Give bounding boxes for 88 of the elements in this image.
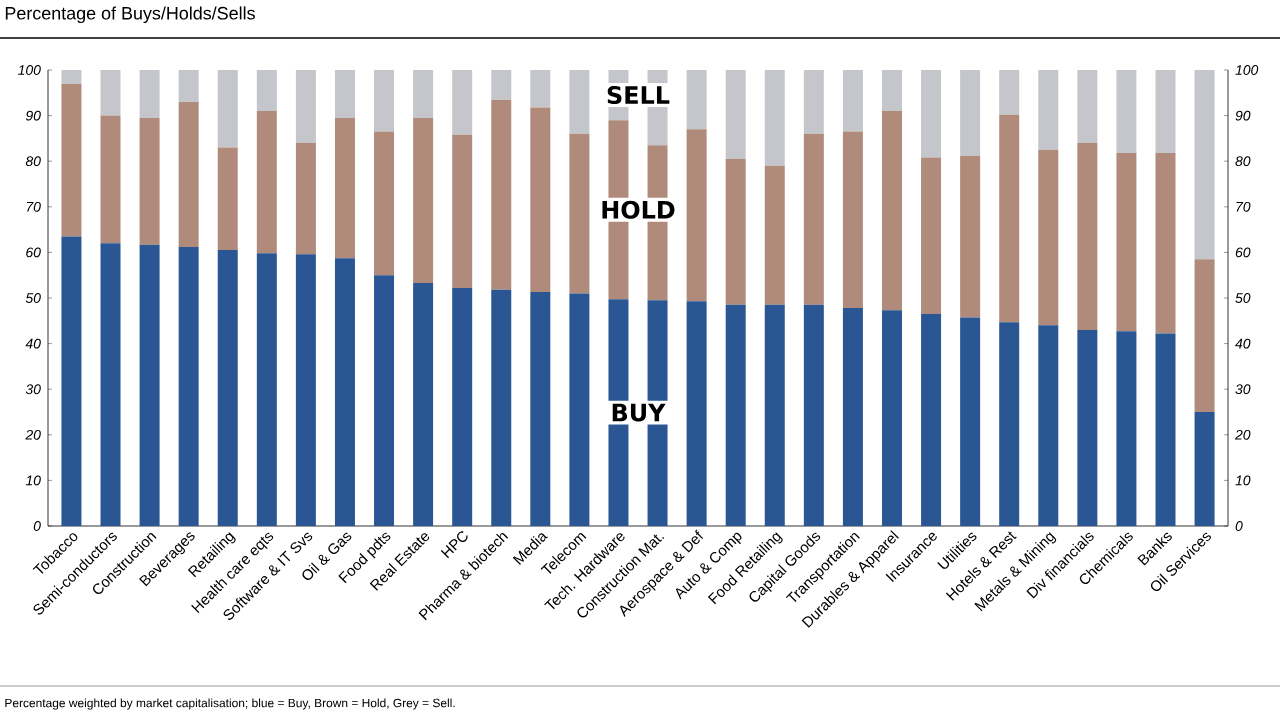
- bar: [803, 304, 824, 526]
- bar: [686, 301, 707, 526]
- bar: [921, 313, 942, 526]
- bar: [61, 69, 82, 84]
- bar: [1155, 152, 1176, 334]
- bar: [139, 117, 160, 245]
- bar: [764, 304, 785, 526]
- bar: [1116, 331, 1137, 526]
- bar: [295, 254, 316, 526]
- bar: [100, 69, 121, 116]
- bar: [960, 317, 981, 526]
- bar: [803, 69, 824, 134]
- bar: [491, 69, 512, 100]
- bar: [725, 158, 746, 305]
- bar: [725, 69, 746, 159]
- bar: [256, 69, 277, 112]
- bar: [256, 253, 277, 526]
- bar: [178, 246, 199, 526]
- bar: [842, 69, 863, 132]
- bar: [1038, 69, 1059, 150]
- bar: [491, 289, 512, 526]
- bar: [217, 147, 238, 251]
- bar: [1077, 142, 1098, 330]
- bar: [1038, 149, 1059, 326]
- bar: [764, 69, 785, 166]
- bar: [452, 134, 473, 288]
- bar: [569, 293, 590, 526]
- bar: [764, 165, 785, 305]
- series-label: HOLD: [602, 200, 675, 219]
- bar: [452, 287, 473, 526]
- bar: [530, 69, 551, 108]
- bar: [374, 69, 395, 132]
- bar: [960, 69, 981, 156]
- bar: [686, 69, 707, 130]
- bar: [921, 157, 942, 314]
- series-label: SELL: [607, 86, 670, 105]
- bar: [960, 155, 981, 318]
- bar: [842, 308, 863, 526]
- bar: [334, 258, 355, 526]
- bar: [1155, 69, 1176, 153]
- bar: [921, 69, 942, 158]
- bar: [881, 111, 902, 311]
- bar: [803, 133, 824, 305]
- bar: [1194, 412, 1215, 526]
- bar: [569, 69, 590, 134]
- chart-title: Percentage of Buys/Holds/Sells: [5, 6, 255, 24]
- bar: [413, 282, 434, 526]
- bar: [999, 114, 1020, 323]
- bar: [217, 250, 238, 526]
- bar: [725, 304, 746, 526]
- bar: [1038, 325, 1059, 526]
- bar: [61, 236, 82, 526]
- bar: [61, 83, 82, 237]
- bar: [842, 131, 863, 309]
- bar: [1194, 69, 1215, 260]
- bar: [569, 133, 590, 294]
- bar: [139, 244, 160, 526]
- bar: [139, 69, 160, 118]
- bar: [530, 292, 551, 526]
- bar: [530, 107, 551, 293]
- bar: [256, 111, 277, 254]
- bar: [999, 69, 1020, 115]
- bar: [100, 243, 121, 526]
- series-label: BUY: [612, 403, 666, 422]
- bar: [881, 310, 902, 526]
- bar: [999, 322, 1020, 526]
- bar: [881, 69, 902, 112]
- bar: [334, 117, 355, 259]
- bar: [686, 129, 707, 302]
- bar: [217, 69, 238, 148]
- bar: [1194, 259, 1215, 412]
- bar: [334, 69, 355, 118]
- bar: [413, 69, 434, 118]
- bar: [374, 131, 395, 276]
- bar: [1077, 329, 1098, 526]
- bar: [1116, 152, 1137, 332]
- bar: [100, 115, 121, 244]
- bar: [178, 101, 199, 247]
- bar: [295, 142, 316, 255]
- bar: [413, 117, 434, 283]
- bar: [1116, 69, 1137, 153]
- bar: [178, 69, 199, 102]
- bar: [1155, 333, 1176, 526]
- bar: [1077, 69, 1098, 143]
- bar: [295, 69, 316, 143]
- bar: [491, 99, 512, 290]
- bar: [452, 69, 473, 135]
- bar: [374, 275, 395, 526]
